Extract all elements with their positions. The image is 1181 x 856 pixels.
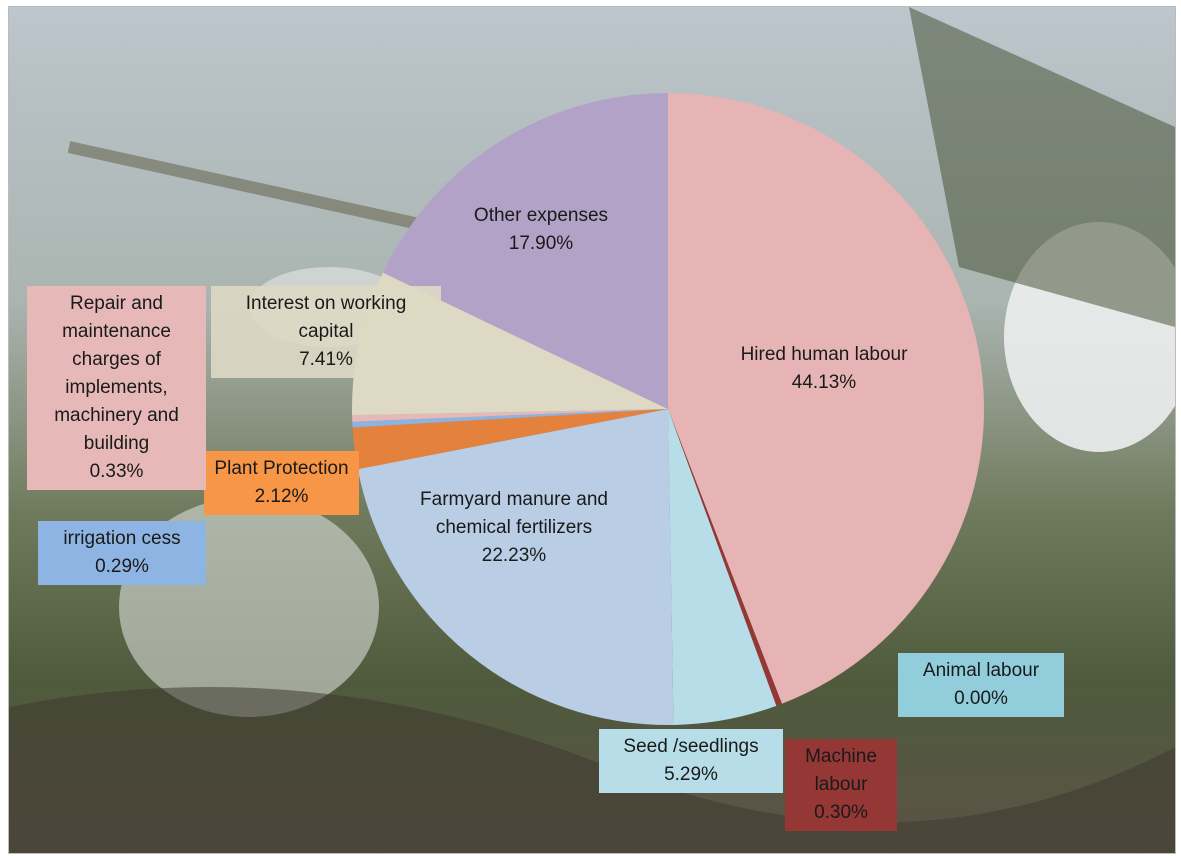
slice-label: Plant Protection 2.12% <box>204 451 359 515</box>
label-name: Hired human labour <box>740 344 908 365</box>
label-value: 7.41% <box>299 349 353 370</box>
pie-slice <box>352 409 668 470</box>
chart-frame: Hired human labour 44.13% Animal labour 0.0… <box>8 6 1176 854</box>
label-name: Farmyard manure and chemical fertilizers <box>420 489 608 538</box>
label-value: 44.13% <box>791 372 857 393</box>
pie-slice <box>357 409 674 725</box>
label-name: Seed /seedlings <box>623 736 759 757</box>
label-value: 0.33% <box>89 461 144 482</box>
label-name: Machine labour <box>805 746 877 795</box>
label-value: 0.30% <box>814 802 868 823</box>
slice-label: irrigation cess 0.29% <box>38 521 206 585</box>
slice-label: Hired human labour 44.13% <box>709 337 939 401</box>
slice-label: Seed /seedlings 5.29% <box>599 729 783 793</box>
slice-label: Repair and maintenance charges of implem… <box>27 286 206 490</box>
label-value: 22.23% <box>481 545 547 566</box>
label-name: Interest on working capital <box>245 293 407 342</box>
label-name: Animal labour <box>922 660 1040 681</box>
label-name: Other expenses <box>473 205 609 226</box>
label-value: 0.29% <box>95 556 149 577</box>
pie-slice <box>668 409 782 706</box>
slice-label: Machine labour 0.30% <box>785 739 897 831</box>
label-name: Plant Protection <box>214 458 349 479</box>
pie-slice <box>352 409 668 422</box>
label-value: 17.90% <box>508 233 574 254</box>
pie-slice <box>668 409 777 725</box>
label-value: 5.29% <box>664 764 718 785</box>
slice-label: Farmyard manure and chemical fertilizers… <box>409 482 619 574</box>
slice-label: Animal labour 0.00% <box>898 653 1064 717</box>
label-name: Repair and maintenance charges of implem… <box>54 293 179 454</box>
slice-label: Interest on working capital 7.41% <box>211 286 441 378</box>
pie-slice <box>352 409 668 428</box>
label-value: 0.00% <box>954 688 1008 709</box>
pie-slice <box>668 92 985 704</box>
label-value: 2.12% <box>254 486 309 507</box>
label-name: irrigation cess <box>63 528 181 549</box>
slice-label: Other expenses 17.90% <box>449 198 633 262</box>
